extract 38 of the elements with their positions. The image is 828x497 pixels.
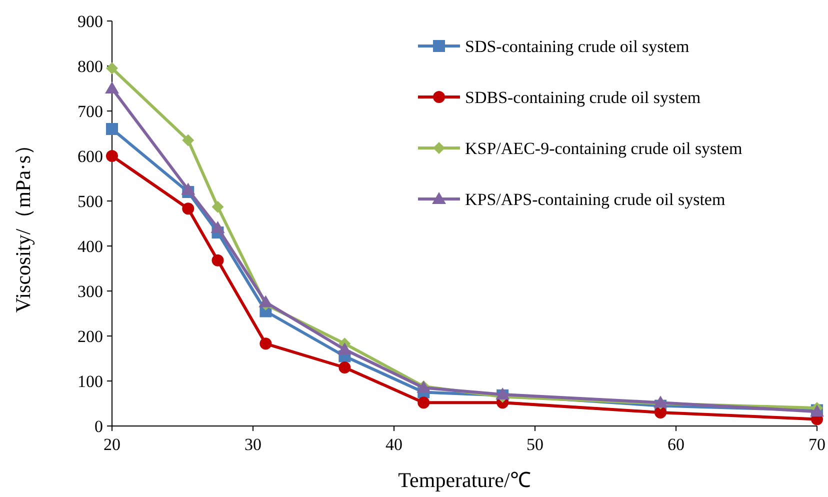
legend-label: KSP/AEC-9-containing crude oil system (465, 138, 742, 158)
point (260, 338, 272, 350)
point (106, 150, 118, 162)
y-tick-label: 400 (78, 236, 103, 256)
point (338, 342, 352, 354)
y-tick-label: 500 (78, 192, 103, 211)
x-tick-label: 60 (668, 435, 684, 454)
point (181, 182, 196, 195)
legend-label: SDBS-containing crude oil system (465, 88, 701, 107)
point (212, 254, 224, 266)
point (418, 396, 430, 409)
point (106, 123, 118, 135)
x-tick-label: 70 (808, 435, 826, 454)
y-tick-label: 0 (94, 416, 103, 436)
y-tick-label: 600 (78, 146, 103, 166)
y-tick-label: 700 (78, 102, 103, 121)
y-axis-title: Viscosity/（mPa·s） (11, 134, 35, 313)
point (106, 62, 118, 74)
y-tick-label: 200 (78, 326, 103, 346)
point (338, 362, 351, 374)
x-tick-label: 20 (104, 435, 120, 454)
x-tick-label: 30 (244, 435, 262, 454)
point (182, 202, 194, 215)
x-axis-title: Temperature/℃ (398, 468, 531, 492)
point (654, 406, 666, 418)
y-tick-label: 900 (78, 12, 103, 31)
legend-label: KPS/APS-containing crude oil system (465, 190, 726, 209)
y-tick-label: 100 (78, 372, 103, 391)
point (182, 134, 194, 146)
x-tick-label: 40 (386, 435, 402, 454)
point (210, 221, 225, 233)
point (105, 82, 119, 94)
point (212, 200, 224, 213)
y-tick-label: 800 (78, 56, 103, 76)
x-tick-label: 50 (526, 435, 544, 454)
legend-label: SDS-containing crude oil system (465, 36, 690, 56)
y-tick-label: 300 (78, 282, 103, 301)
point (258, 295, 273, 308)
